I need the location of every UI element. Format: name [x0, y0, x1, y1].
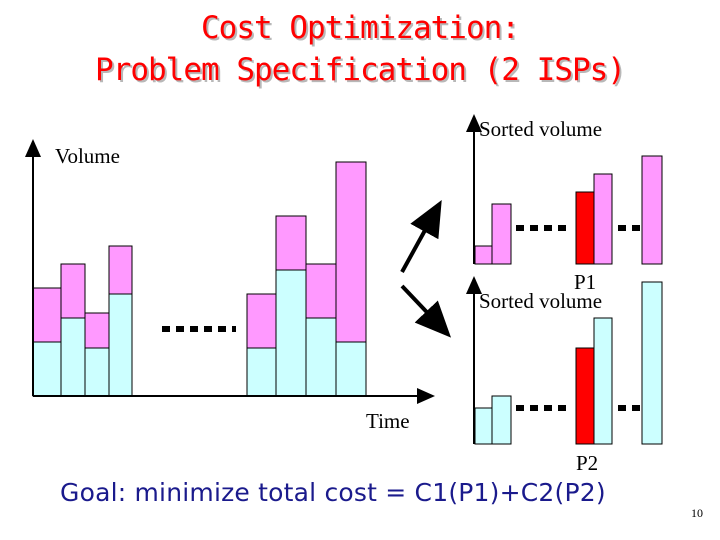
title-line-1: Cost Optimization: [201, 10, 520, 46]
left-x-axis-label: Time [366, 409, 410, 433]
bar-top [60, 263, 86, 319]
bar-bottom [108, 293, 133, 397]
sorted-bar [593, 317, 613, 445]
sorted-bar [474, 245, 493, 265]
sorted-bar [491, 203, 512, 265]
bar-bottom [275, 269, 307, 397]
top-right-sorted-chart [466, 114, 663, 265]
sorted-bar [474, 407, 493, 445]
bar-bottom [305, 317, 337, 397]
bar-top [108, 245, 133, 295]
bottom-sorted-volume-label: Sorted volume [479, 289, 603, 313]
bar-bottom [84, 347, 110, 397]
goal-statement: Goal: minimize total cost = C1(P1)+C2(P2… [60, 478, 606, 507]
sorted-bar [641, 155, 663, 265]
sorted-bar [593, 173, 613, 265]
bottom-right-sorted-chart [466, 276, 663, 445]
bar-top [246, 293, 277, 349]
bar-top [305, 263, 337, 319]
arrow-to-bottom-chart [400, 284, 452, 338]
p1-label: P1 [574, 270, 597, 294]
bar-bottom [246, 347, 277, 397]
left-y-axis-label: Volume [55, 144, 120, 168]
top-sorted-volume-label: Sorted volume [479, 117, 603, 141]
title-line-2: Problem Specification (2 ISPs) [95, 52, 626, 88]
p2-label: P2 [576, 451, 599, 475]
bar-bottom [60, 317, 86, 397]
bar-top [335, 161, 367, 343]
left-volume-chart [25, 139, 435, 404]
bar-top [84, 312, 110, 349]
bar-bottom [32, 341, 62, 397]
bar-top [32, 287, 62, 343]
sorted-bar [491, 395, 512, 445]
p2-marker-bar [575, 347, 595, 445]
arrow-to-top-chart [400, 199, 442, 273]
sorted-bar [641, 281, 663, 445]
bar-top [275, 215, 307, 271]
bar-bottom [335, 341, 367, 397]
p1-marker-bar [575, 191, 595, 265]
page-number: 10 [691, 506, 703, 520]
